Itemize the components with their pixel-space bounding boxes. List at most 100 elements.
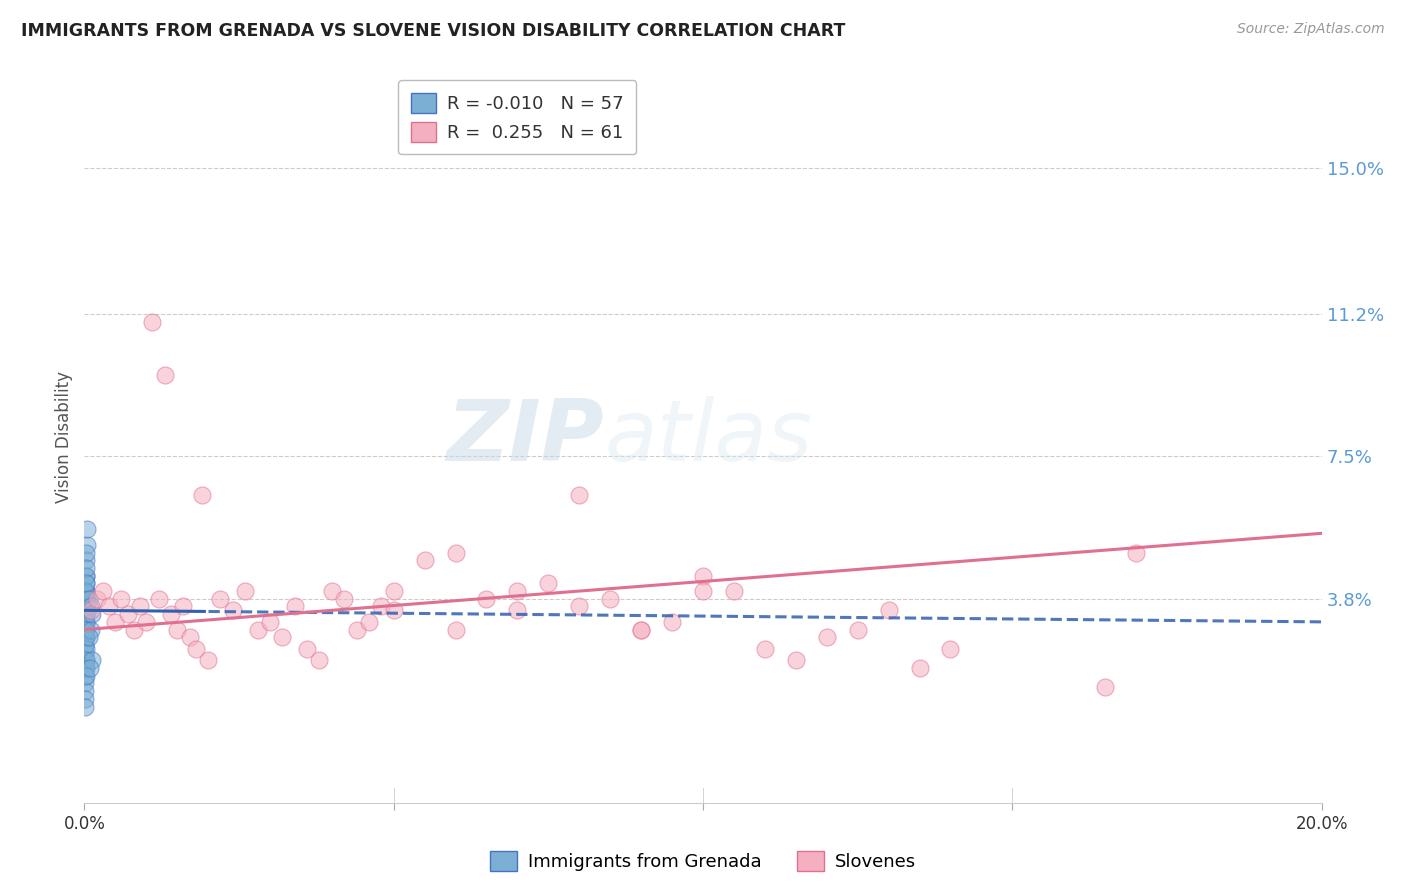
Point bbox=[75, 553, 97, 567]
Point bbox=[75, 630, 97, 644]
Point bbox=[197, 653, 219, 667]
Point bbox=[153, 368, 176, 383]
Point bbox=[506, 603, 529, 617]
Point bbox=[122, 623, 145, 637]
Point bbox=[346, 623, 368, 637]
Point bbox=[333, 591, 356, 606]
Point bbox=[75, 607, 97, 622]
Point bbox=[141, 315, 163, 329]
Point bbox=[75, 630, 97, 644]
Point bbox=[79, 623, 101, 637]
Text: ZIP: ZIP bbox=[446, 395, 605, 479]
Point bbox=[110, 591, 132, 606]
Point bbox=[98, 599, 121, 614]
Point bbox=[86, 591, 108, 606]
Text: IMMIGRANTS FROM GRENADA VS SLOVENE VISION DISABILITY CORRELATION CHART: IMMIGRANTS FROM GRENADA VS SLOVENE VISIO… bbox=[21, 22, 845, 40]
Point bbox=[75, 615, 97, 629]
Point bbox=[73, 623, 96, 637]
Point bbox=[191, 488, 214, 502]
Point bbox=[413, 553, 436, 567]
Point bbox=[877, 603, 900, 617]
Point bbox=[661, 615, 683, 629]
Point bbox=[117, 607, 139, 622]
Point bbox=[723, 584, 745, 599]
Point bbox=[537, 576, 560, 591]
Point bbox=[284, 599, 307, 614]
Point bbox=[73, 699, 96, 714]
Point bbox=[135, 615, 157, 629]
Point bbox=[75, 599, 97, 614]
Point bbox=[321, 584, 343, 599]
Point bbox=[75, 599, 97, 614]
Point bbox=[79, 661, 101, 675]
Text: atlas: atlas bbox=[605, 395, 813, 479]
Point bbox=[160, 607, 183, 622]
Point bbox=[80, 607, 103, 622]
Point bbox=[73, 684, 96, 698]
Point bbox=[75, 591, 97, 606]
Point bbox=[73, 607, 96, 622]
Point bbox=[370, 599, 392, 614]
Point bbox=[75, 591, 97, 606]
Point bbox=[785, 653, 807, 667]
Point bbox=[73, 584, 96, 599]
Point bbox=[1125, 545, 1147, 559]
Point bbox=[382, 584, 405, 599]
Point bbox=[75, 584, 97, 599]
Point bbox=[75, 623, 97, 637]
Point bbox=[444, 623, 467, 637]
Point bbox=[815, 630, 838, 644]
Point bbox=[75, 599, 97, 614]
Point bbox=[75, 607, 97, 622]
Point bbox=[271, 630, 294, 644]
Point bbox=[75, 599, 97, 614]
Point bbox=[179, 630, 201, 644]
Point bbox=[75, 591, 97, 606]
Point bbox=[599, 591, 621, 606]
Point bbox=[73, 623, 96, 637]
Point bbox=[630, 623, 652, 637]
Point bbox=[75, 576, 97, 591]
Point bbox=[444, 545, 467, 559]
Point bbox=[209, 591, 232, 606]
Point bbox=[75, 576, 97, 591]
Point bbox=[73, 691, 96, 706]
Point bbox=[754, 641, 776, 656]
Point bbox=[76, 523, 98, 537]
Point bbox=[295, 641, 318, 656]
Point bbox=[568, 488, 591, 502]
Point bbox=[75, 545, 97, 559]
Point bbox=[79, 591, 101, 606]
Point bbox=[73, 623, 96, 637]
Point bbox=[475, 591, 498, 606]
Point bbox=[75, 561, 97, 575]
Point bbox=[148, 591, 170, 606]
Point bbox=[80, 653, 103, 667]
Point bbox=[259, 615, 281, 629]
Point bbox=[73, 638, 96, 652]
Point bbox=[222, 603, 245, 617]
Point bbox=[166, 623, 188, 637]
Point bbox=[76, 538, 98, 552]
Y-axis label: Vision Disability: Vision Disability bbox=[55, 371, 73, 503]
Point bbox=[73, 638, 96, 652]
Legend: R = -0.010   N = 57, R =  0.255   N = 61: R = -0.010 N = 57, R = 0.255 N = 61 bbox=[398, 80, 637, 154]
Point bbox=[568, 599, 591, 614]
Point bbox=[75, 661, 97, 675]
Point bbox=[692, 568, 714, 582]
Point bbox=[75, 568, 97, 582]
Point bbox=[308, 653, 330, 667]
Point bbox=[75, 669, 97, 683]
Point bbox=[79, 630, 101, 644]
Legend: Immigrants from Grenada, Slovenes: Immigrants from Grenada, Slovenes bbox=[482, 844, 924, 879]
Point bbox=[75, 641, 97, 656]
Point bbox=[73, 661, 96, 675]
Point bbox=[908, 661, 931, 675]
Point bbox=[73, 603, 96, 617]
Point bbox=[75, 615, 97, 629]
Point bbox=[75, 568, 97, 582]
Point bbox=[184, 641, 207, 656]
Point bbox=[73, 611, 96, 625]
Point bbox=[246, 623, 269, 637]
Point bbox=[506, 584, 529, 599]
